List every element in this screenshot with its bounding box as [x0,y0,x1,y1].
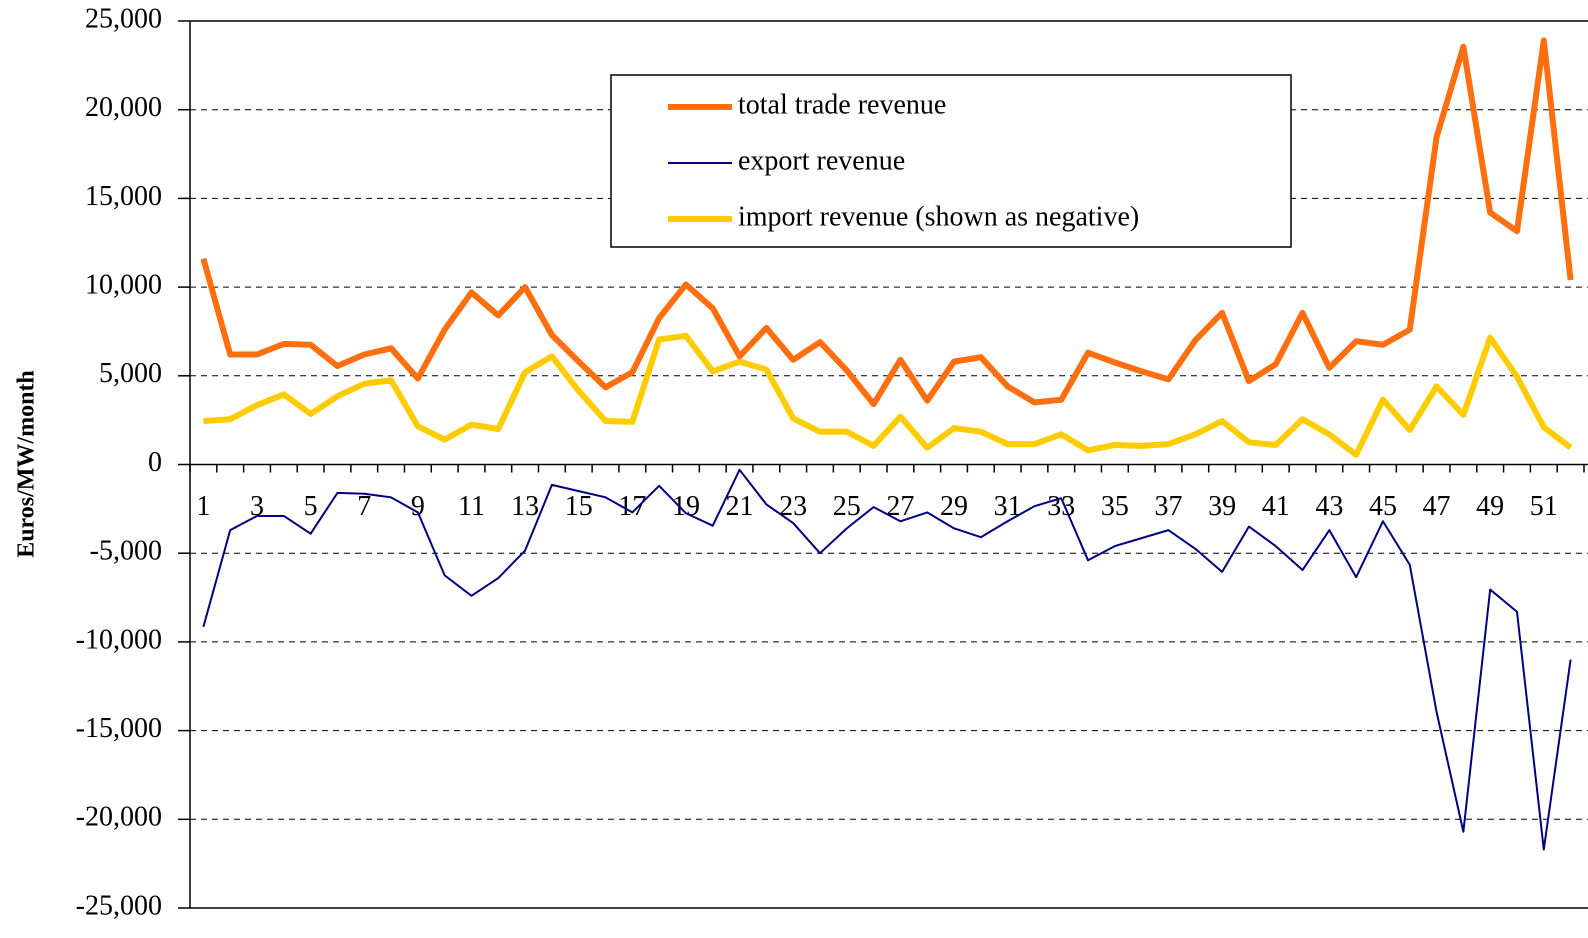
y-tick-label: 15,000 [85,181,162,212]
y-tick-label: 20,000 [85,92,162,123]
y-tick-label: 0 [148,447,162,478]
x-tick-label: 51 [1530,491,1558,522]
x-tick-label: 31 [994,491,1022,522]
y-tick-label: -15,000 [76,713,162,744]
legend-label: import revenue (shown as negative) [738,201,1139,232]
x-tick-label: 5 [304,491,318,522]
series-line [203,332,1573,458]
x-tick-label: 41 [1262,491,1290,522]
x-tick-label: 45 [1369,491,1397,522]
x-tick-label: 39 [1208,491,1236,522]
x-tick-label: 37 [1154,491,1182,522]
series-line [200,37,1574,408]
y-tick-label: 25,000 [85,3,162,34]
x-tick-label: 25 [833,491,861,522]
x-tick-label: 29 [940,491,968,522]
y-tick-label: -10,000 [76,624,162,655]
x-tick-label: 13 [511,491,539,522]
legend-label: export revenue [738,145,905,176]
y-axis-title: Euros/MW/month [14,370,40,558]
x-tick-label: 9 [411,491,425,522]
x-tick-label: 21 [726,491,754,522]
y-tick-label: 10,000 [85,270,162,301]
y-tick-label: -25,000 [76,890,162,921]
x-tick-label: 43 [1315,491,1343,522]
x-tick-label: 3 [250,491,264,522]
x-tick-label: 33 [1047,491,1075,522]
x-tick-label: 35 [1101,491,1129,522]
y-tick-label: -20,000 [76,802,162,833]
x-tick-label: 15 [565,491,593,522]
x-tick-label: 47 [1423,491,1451,522]
legend-label: total trade revenue [738,89,946,120]
x-tick-label: 49 [1476,491,1504,522]
series-line [202,468,1572,851]
x-tick-label: 11 [458,491,485,522]
y-tick-label: -5,000 [90,536,162,567]
y-tick-label: 5,000 [99,358,162,389]
x-tick-label: 7 [357,491,371,522]
x-tick-label: 1 [196,491,210,522]
